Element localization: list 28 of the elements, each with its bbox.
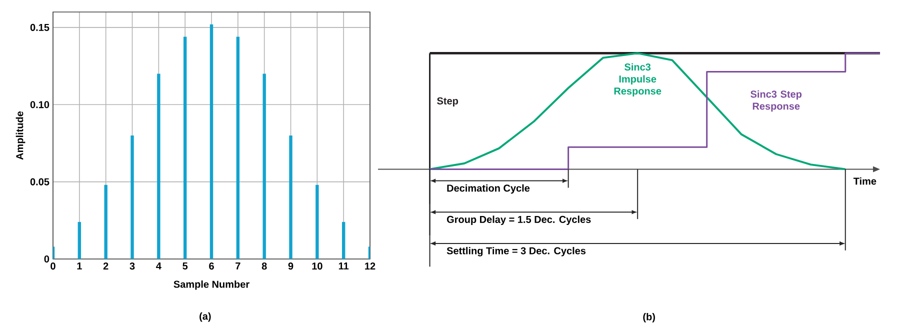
x-axis-title: Sample Number: [174, 280, 250, 290]
x-tick-label: 11: [338, 262, 349, 270]
y-tick-label: 0.10: [30, 101, 50, 108]
x-tick-label: 4: [156, 262, 162, 270]
x-tick-label: 7: [236, 262, 240, 270]
series-label: Sinc3 Step Response: [750, 90, 802, 112]
x-tick-label: 6: [209, 262, 214, 270]
x-tick-label: 2: [103, 262, 108, 270]
x-tick-label: 12: [365, 262, 376, 270]
x-tick-label: 5: [182, 262, 188, 270]
text: Settling Time = 3 Dec. Cycles: [446, 246, 586, 256]
x-tick-label: 9: [288, 262, 294, 270]
x-tick-label: 10: [312, 262, 322, 270]
text: Group Delay = 1.5 Dec. Cycles: [446, 216, 591, 225]
text: Step: [437, 97, 458, 106]
y-tick-label: 0.15: [30, 24, 50, 31]
x-tick-label: 3: [130, 262, 135, 270]
x-tick-label: 0: [50, 262, 56, 270]
y-tick-label: 0: [44, 255, 50, 263]
y-axis-title: Amplitude: [16, 111, 26, 160]
text: Decimation Cycle: [447, 184, 530, 194]
x-tick-label: 8: [262, 262, 267, 270]
y-tick-label: 0.05: [30, 178, 50, 186]
text: (a): [200, 312, 211, 322]
series-label: Sinc3 Impulse Response: [614, 63, 662, 97]
text: (b): [643, 313, 655, 322]
x-axis-title: Time: [853, 177, 876, 185]
x-tick-label: 1: [77, 262, 82, 270]
